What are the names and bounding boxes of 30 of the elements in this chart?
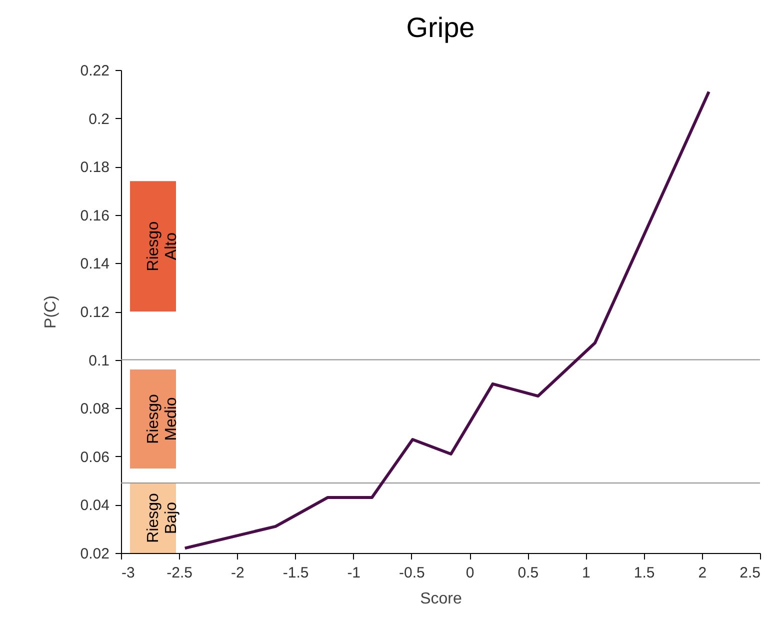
band-label: Riesgo Bajo [145, 492, 180, 543]
x-tick-label: -2.5 [166, 564, 193, 582]
x-tick-label: -2 [231, 564, 244, 582]
x-tick-label: 1 [582, 564, 590, 582]
x-tick-label: -0.5 [399, 564, 425, 582]
x-tick-label: -1 [347, 564, 361, 582]
x-tick-label: 0.5 [518, 564, 539, 582]
y-tick-label: 0.08 [80, 400, 110, 418]
x-tick-label: 2.5 [740, 564, 760, 582]
y-tick-label: 0.06 [80, 448, 110, 466]
y-tick-label: 0.12 [80, 304, 110, 321]
y-tick-label: 0.1 [88, 352, 110, 370]
y-tick-label: 0.02 [80, 546, 110, 562]
y-tick-label: 0.04 [80, 497, 110, 514]
y-tick-label: 0.22 [80, 62, 110, 80]
x-axis-title: Score [420, 590, 462, 608]
y-axis-title: P(C) [42, 296, 60, 328]
x-tick-label: 1.5 [634, 564, 655, 582]
chart-title: Gripe [406, 12, 475, 43]
x-tick-label: 0 [466, 564, 474, 582]
x-tick-label: -3 [122, 564, 135, 582]
y-tick-label: 0.14 [80, 256, 110, 273]
band-label: Riesgo Medio [145, 394, 180, 444]
x-tick-label: 2 [698, 564, 707, 582]
x-tick-label: -1.5 [282, 564, 309, 582]
y-tick-label: 0.16 [80, 207, 110, 224]
line-series [183, 90, 710, 550]
y-tick-label: 0.18 [80, 159, 110, 176]
band-label: Riesgo Alto [145, 221, 180, 272]
y-tick-label: 0.2 [88, 110, 110, 128]
